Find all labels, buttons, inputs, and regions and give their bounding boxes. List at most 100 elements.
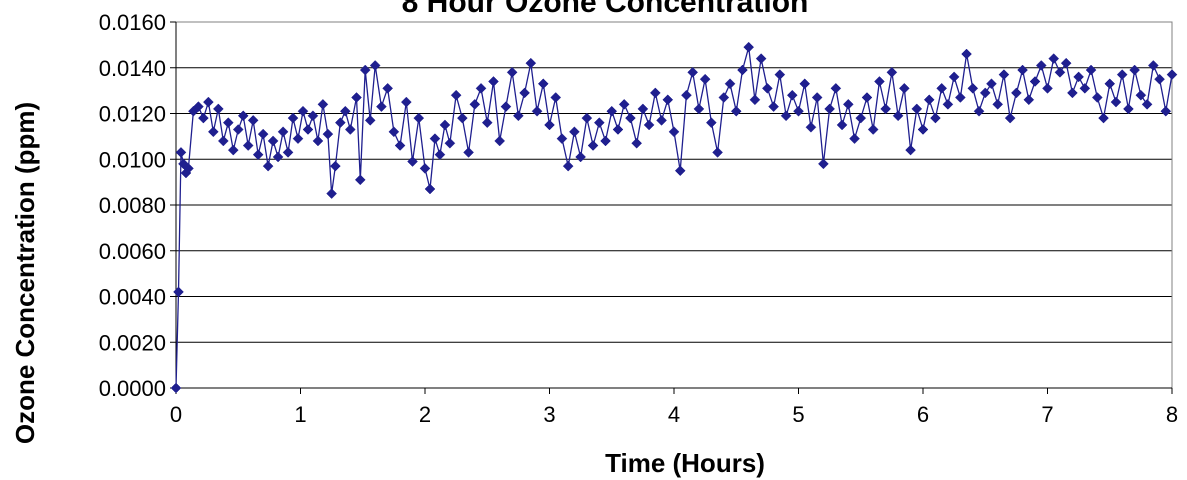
data-point bbox=[1004, 112, 1016, 124]
data-point bbox=[911, 103, 923, 115]
data-point bbox=[674, 165, 686, 177]
data-point bbox=[998, 69, 1010, 80]
data-point bbox=[537, 78, 549, 90]
data-point bbox=[463, 147, 474, 158]
data-point bbox=[369, 60, 381, 71]
y-tick-label: 0.0040 bbox=[99, 285, 166, 310]
data-point bbox=[805, 121, 817, 133]
data-point bbox=[923, 94, 935, 106]
data-point bbox=[1060, 57, 1072, 69]
data-point bbox=[287, 112, 299, 124]
data-point bbox=[1048, 53, 1060, 64]
data-point bbox=[587, 140, 599, 151]
x-tick-label: 1 bbox=[294, 402, 306, 427]
data-point bbox=[394, 140, 406, 151]
y-axis-title: Ozone Concentration (ppm) bbox=[10, 102, 40, 444]
data-point bbox=[434, 149, 446, 161]
data-point bbox=[768, 101, 779, 112]
y-tick-label: 0.0100 bbox=[99, 147, 166, 172]
data-point bbox=[413, 112, 425, 124]
gridlines bbox=[176, 21, 1172, 389]
data-point bbox=[237, 110, 249, 122]
data-point bbox=[227, 144, 239, 156]
data-point bbox=[855, 112, 867, 124]
data-point bbox=[967, 82, 979, 94]
data-point bbox=[1098, 112, 1109, 124]
data-point bbox=[382, 82, 394, 94]
data-point bbox=[643, 119, 655, 131]
data-point bbox=[774, 69, 786, 80]
data-point bbox=[1054, 66, 1066, 78]
data-point bbox=[322, 128, 334, 140]
data-point bbox=[687, 66, 699, 78]
y-tick-label: 0.0140 bbox=[99, 56, 166, 81]
data-point bbox=[344, 124, 356, 135]
data-point bbox=[954, 92, 966, 103]
data-point bbox=[1160, 105, 1172, 117]
data-point bbox=[569, 126, 580, 138]
x-tick-label: 3 bbox=[543, 402, 555, 427]
data-point bbox=[339, 105, 351, 117]
data-point bbox=[475, 82, 487, 94]
data-point bbox=[1079, 82, 1091, 94]
x-tick-label: 7 bbox=[1041, 402, 1053, 427]
data-point bbox=[743, 41, 755, 53]
data-point bbox=[618, 98, 630, 110]
data-point bbox=[326, 188, 337, 199]
data-point bbox=[1123, 103, 1134, 115]
data-point bbox=[930, 112, 941, 124]
data-point bbox=[297, 105, 309, 117]
data-point bbox=[755, 53, 767, 64]
y-tick-label: 0.0000 bbox=[99, 376, 166, 401]
data-point bbox=[992, 98, 1004, 110]
data-point bbox=[1023, 94, 1035, 106]
data-point bbox=[307, 110, 319, 122]
data-point bbox=[886, 66, 898, 78]
data-point bbox=[419, 163, 431, 174]
data-point bbox=[874, 76, 885, 87]
data-point bbox=[612, 124, 624, 135]
data-point bbox=[793, 105, 804, 117]
data-point bbox=[649, 87, 661, 99]
data-point bbox=[312, 135, 324, 147]
data-point bbox=[699, 73, 711, 85]
data-point bbox=[749, 94, 761, 106]
data-point bbox=[376, 101, 387, 112]
data-point bbox=[317, 98, 329, 110]
series-line bbox=[175, 47, 1173, 389]
data-point bbox=[1141, 98, 1153, 110]
data-point bbox=[880, 103, 892, 115]
data-point bbox=[550, 92, 562, 103]
data-point bbox=[1011, 87, 1022, 99]
data-point bbox=[867, 124, 879, 135]
data-point bbox=[861, 92, 873, 103]
data-point bbox=[780, 110, 792, 122]
data-point bbox=[407, 156, 418, 167]
y-tick-label: 0.0120 bbox=[99, 102, 166, 127]
data-point bbox=[581, 112, 593, 124]
data-point bbox=[257, 128, 269, 140]
data-point bbox=[1017, 64, 1028, 76]
data-point bbox=[1073, 71, 1084, 83]
data-point bbox=[424, 183, 436, 195]
y-tick-label: 0.0020 bbox=[99, 330, 166, 355]
data-point bbox=[705, 117, 717, 129]
data-point bbox=[562, 160, 574, 172]
data-point bbox=[302, 124, 314, 135]
data-point bbox=[1091, 92, 1103, 103]
data-point bbox=[500, 101, 512, 112]
data-point bbox=[849, 133, 860, 145]
data-point bbox=[292, 133, 304, 145]
data-point bbox=[786, 89, 798, 101]
data-point bbox=[262, 160, 274, 172]
data-point bbox=[207, 126, 219, 138]
data-point bbox=[429, 133, 441, 145]
data-point bbox=[1110, 96, 1122, 108]
data-point bbox=[193, 101, 204, 112]
y-tick-label: 0.0060 bbox=[99, 239, 166, 264]
data-point bbox=[242, 140, 254, 151]
data-point bbox=[979, 87, 991, 99]
data-point bbox=[1129, 64, 1141, 76]
data-point bbox=[1035, 60, 1047, 71]
data-point bbox=[973, 105, 985, 117]
